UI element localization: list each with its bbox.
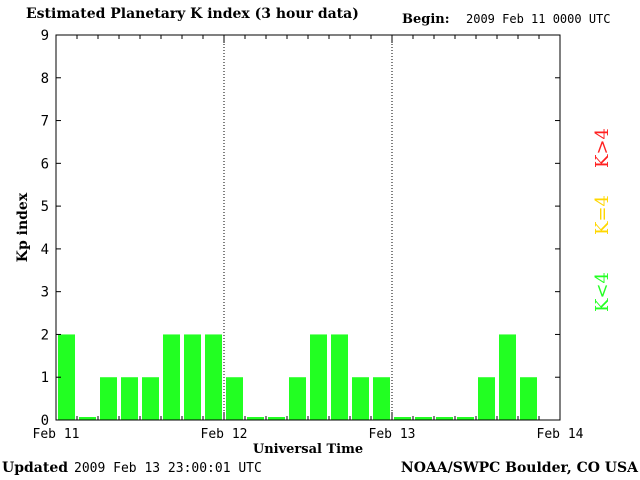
y-tick-label: 7 [41,114,49,130]
kp-bar [436,417,453,420]
kp-bar [478,377,495,420]
kp-bar [352,377,369,420]
bars-group [58,334,537,420]
chart-title: Estimated Planetary K index (3 hour data… [26,6,359,22]
kp-bar [394,417,411,420]
x-axis: Feb 11 Feb 12 Feb 13 Feb 14 [33,35,584,442]
kp-bar [205,334,222,420]
kp-bar [268,417,285,420]
kp-bar [121,377,138,420]
y-axis-label: Kp index [15,192,31,262]
legend-item: K=4 [592,195,613,235]
kp-bar [499,334,516,420]
x-tick-label: Feb 14 [537,427,584,442]
x-axis-label: Universal Time [253,442,363,457]
x-tick-label: Feb 13 [369,427,416,442]
y-axis: 0 1 2 3 4 5 6 7 8 9 [41,28,560,429]
kp-bar [79,417,96,420]
kp-bar [58,334,75,420]
kp-bar [331,334,348,420]
y-tick-label: 3 [41,285,49,301]
x-tick-label: Feb 11 [33,427,80,442]
y-tick-label: 1 [41,370,49,386]
begin-value: 2009 Feb 11 0000 UTC [466,12,611,26]
kp-bar [373,377,390,420]
legend-item: K>4 [592,128,613,168]
updated-value: 2009 Feb 13 23:00:01 UTC [74,461,262,476]
y-tick-label: 8 [41,71,49,87]
begin-label: Begin: [402,12,450,27]
kp-bar [310,334,327,420]
plot-frame [55,34,561,421]
updated-label: Updated [2,460,69,476]
legend-item: K<4 [592,272,613,312]
y-tick-label: 2 [41,327,49,343]
credit-text: NOAA/SWPC Boulder, CO USA [400,460,638,476]
x-tick-label: Feb 12 [201,427,248,442]
kp-bar [457,417,474,420]
kp-bar [247,417,264,420]
legend: K>4 K=4 K<4 [592,128,613,312]
y-tick-label: 9 [41,28,49,44]
kp-bar [142,377,159,420]
y-tick-label: 6 [41,156,49,172]
kp-bar [184,334,201,420]
grid-lines [223,35,393,420]
kp-bar [415,417,432,420]
y-tick-label: 5 [41,199,49,215]
kp-bar [520,377,537,420]
y-tick-label: 4 [41,242,49,258]
kp-bar [226,377,243,420]
y-tick-label: 0 [41,413,49,429]
kp-bar [289,377,306,420]
kp-bar [163,334,180,420]
kp-bar [100,377,117,420]
